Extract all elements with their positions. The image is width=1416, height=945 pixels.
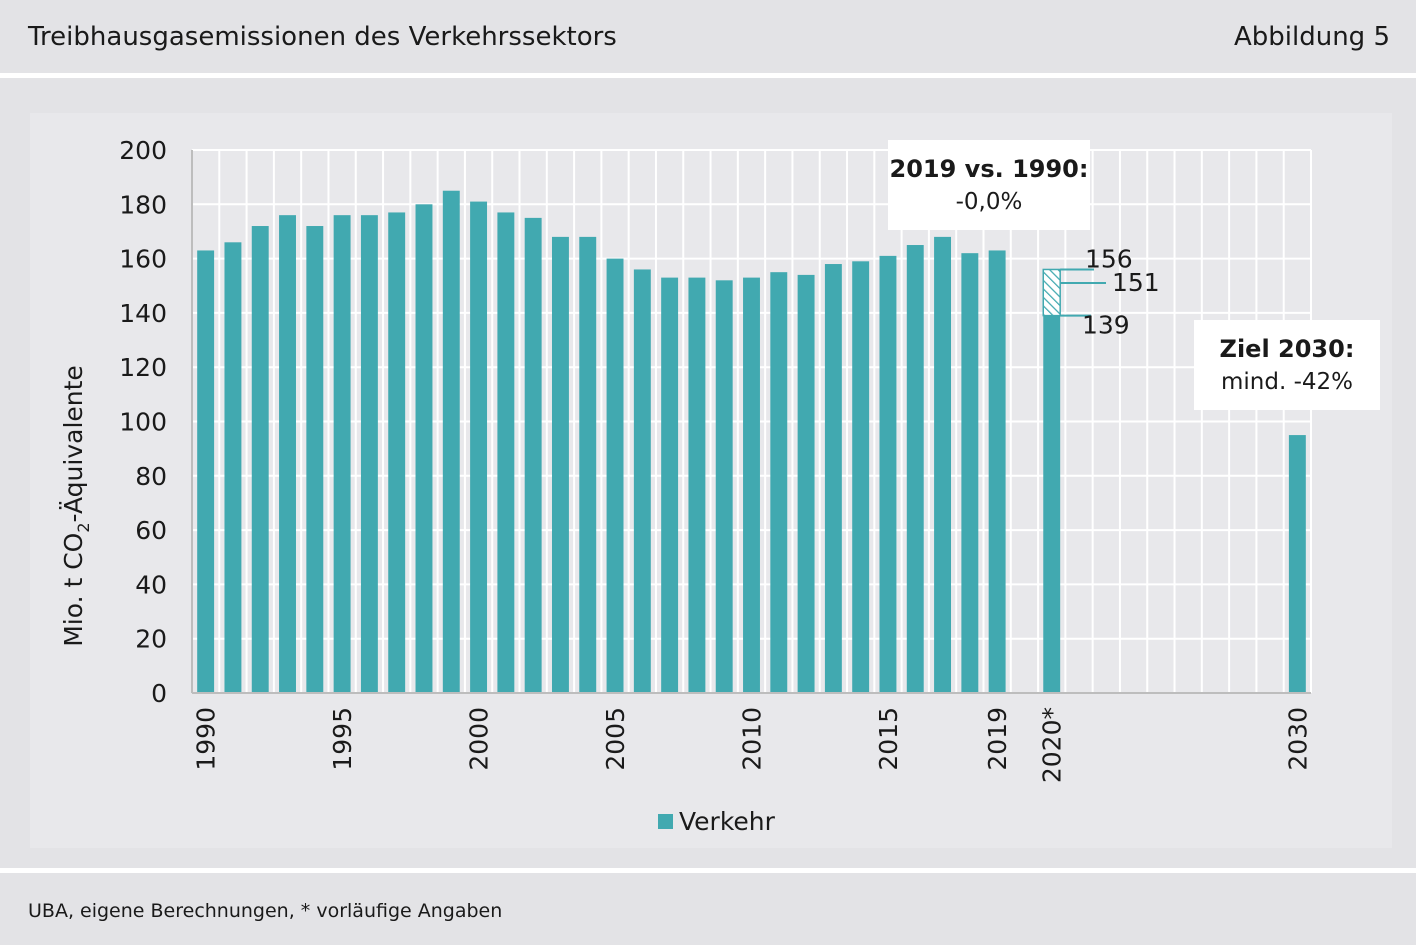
bar <box>988 250 1006 693</box>
annotation-title: 2019 vs. 1990: <box>890 155 1089 183</box>
gridlines <box>191 149 1312 694</box>
figure-label: Abbildung 5 <box>1233 22 1390 52</box>
y-tick-label: 200 <box>119 136 167 165</box>
separator-top <box>0 73 1416 78</box>
range-label: 139 <box>1082 311 1130 340</box>
y-tick-label: 60 <box>135 516 167 545</box>
annotation-ziel-2030: Ziel 2030: mind. -42% <box>1194 320 1380 410</box>
x-tick-label: 1990 <box>192 707 221 771</box>
bar <box>715 280 733 693</box>
y-tick-label: 120 <box>119 353 167 382</box>
bar <box>606 258 624 693</box>
bar <box>197 250 215 693</box>
x-tick-label: 2030 <box>1283 707 1312 771</box>
y-tick-label: 20 <box>135 625 167 654</box>
x-tick-label: 2019 <box>983 707 1012 771</box>
bar <box>934 236 952 693</box>
legend-swatch <box>658 814 673 829</box>
separator-bottom <box>0 868 1416 873</box>
y-axis-label-part1: Mio. t CO <box>59 533 88 647</box>
bar <box>279 215 296 693</box>
y-axis-label-subscript: 2 <box>74 522 93 532</box>
x-tick-label: 2000 <box>465 707 494 771</box>
bar <box>251 226 269 693</box>
bar <box>961 253 979 694</box>
y-tick-label: 140 <box>119 299 167 328</box>
annotation-box <box>1194 320 1380 410</box>
x-tick-label: 1995 <box>328 707 357 771</box>
y-tick-label: 0 <box>151 679 167 708</box>
bar <box>633 269 651 693</box>
chart-panel: 156 151 139 0 20 40 60 80 100 120 140 160 180 200 199… <box>0 78 1416 868</box>
source-note: UBA, eigene Berechnungen, * vorläufige A… <box>28 900 503 922</box>
bar <box>879 255 897 693</box>
bar <box>497 212 515 693</box>
y-axis-label: Mio. t CO2-Äquivalente <box>59 365 93 647</box>
range-label: 156 <box>1085 244 1133 273</box>
bar <box>224 242 242 693</box>
y-tick-label: 160 <box>119 245 167 274</box>
bar <box>661 277 679 693</box>
axes: 0 20 40 60 80 100 120 140 160 180 200 1990 1995 2000 2… <box>119 136 1312 783</box>
x-tick-label: 2020* <box>1038 707 1067 783</box>
annotation-text: -0,0% <box>956 189 1023 215</box>
bar <box>743 277 760 693</box>
annotation-box <box>888 140 1090 230</box>
bar <box>524 217 542 693</box>
annotation-text: mind. -42% <box>1221 369 1353 395</box>
page-title: Treibhausgasemissionen des Verkehrssekto… <box>28 22 617 52</box>
bar <box>688 277 706 693</box>
y-tick-label: 100 <box>119 408 167 437</box>
header: Treibhausgasemissionen des Verkehrssekto… <box>0 0 1416 73</box>
annotation-title: Ziel 2030: <box>1220 335 1355 363</box>
bars <box>197 190 1306 694</box>
bar <box>388 212 406 693</box>
legend: Verkehr <box>658 807 776 836</box>
bar <box>1043 315 1061 693</box>
y-axis-label-part2: -Äquivalente <box>59 365 88 522</box>
range-hatch <box>1042 268 1061 317</box>
bar <box>797 274 815 693</box>
bar <box>770 272 788 693</box>
x-tick-label: 2010 <box>738 707 767 771</box>
bar <box>415 204 433 694</box>
annotation-2019-vs-1990: 2019 vs. 1990: -0,0% <box>888 140 1090 230</box>
bar <box>852 261 870 693</box>
bar <box>551 236 569 693</box>
bar <box>470 201 488 693</box>
x-tick-label: 2005 <box>601 707 630 771</box>
bar <box>906 245 924 693</box>
bar <box>333 215 351 693</box>
y-tick-label: 180 <box>119 190 167 219</box>
bar <box>442 190 460 693</box>
bar <box>824 264 842 693</box>
bar <box>579 236 597 693</box>
bar <box>1288 435 1306 693</box>
range-label: 151 <box>1112 268 1160 297</box>
legend-label: Verkehr <box>679 807 776 836</box>
y-tick-label: 80 <box>135 462 167 491</box>
y-tick-label: 40 <box>135 570 167 599</box>
bar <box>360 215 378 693</box>
bar <box>306 226 324 693</box>
x-tick-label: 2015 <box>874 707 903 771</box>
